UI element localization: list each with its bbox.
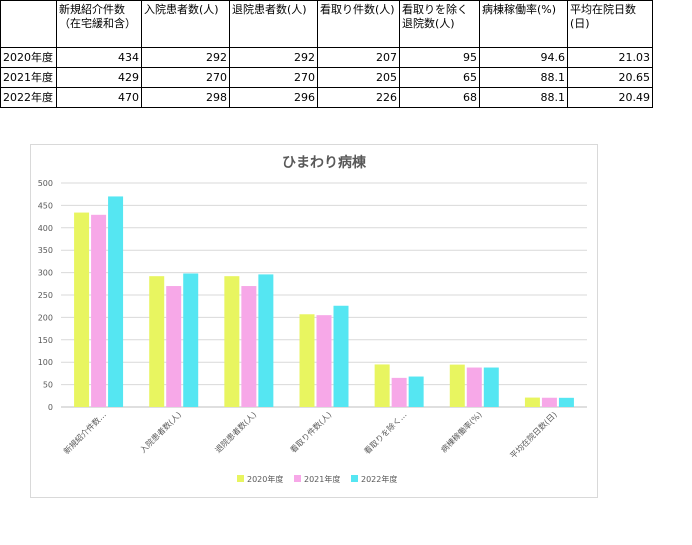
table-cell: 94.6 xyxy=(479,47,568,68)
table-header-row: 新規紹介件数（在宅緩和含） 入院患者数(人) 退院患者数(人) 看取り件数(人)… xyxy=(0,0,653,48)
x-tick-label: 病棟稼働率(%) xyxy=(439,409,484,454)
table-cell: 88.1 xyxy=(479,67,568,88)
table-cell: 20.65 xyxy=(567,67,653,88)
legend-swatch xyxy=(294,475,301,482)
bar xyxy=(374,364,390,407)
header-cell-discharges-excl: 看取りを除く退院数(人) xyxy=(399,0,480,48)
bar xyxy=(316,315,332,407)
y-tick-label: 100 xyxy=(38,358,53,367)
table-cell: 292 xyxy=(229,47,318,68)
bar xyxy=(258,274,274,407)
bar xyxy=(541,397,557,407)
y-tick-label: 300 xyxy=(38,269,53,278)
table-cell: 270 xyxy=(141,67,230,88)
bar xyxy=(224,276,240,407)
legend-swatch xyxy=(351,475,358,482)
row-label: 2021年度 xyxy=(0,67,57,88)
bar xyxy=(466,367,482,407)
table-cell: 95 xyxy=(399,47,480,68)
table-row: 2020年度 434 292 292 207 95 94.6 21.03 xyxy=(0,47,653,68)
table-cell: 20.49 xyxy=(567,87,653,108)
y-tick-label: 400 xyxy=(38,224,53,233)
bar xyxy=(524,397,540,407)
bar xyxy=(166,286,182,407)
header-cell-blank xyxy=(0,0,57,48)
bar xyxy=(391,377,407,407)
table-cell: 292 xyxy=(141,47,230,68)
row-label: 2020年度 xyxy=(0,47,57,68)
table-row: 2021年度 429 270 270 205 65 88.1 20.65 xyxy=(0,67,653,88)
legend-label: 2022年度 xyxy=(361,474,397,484)
y-tick-label: 250 xyxy=(38,291,53,300)
table-cell: 226 xyxy=(317,87,400,108)
table-row: 2022年度 470 298 296 226 68 88.1 20.49 xyxy=(0,87,653,108)
header-cell-end-of-life-care: 看取り件数(人) xyxy=(317,0,400,48)
bar xyxy=(299,314,315,407)
bar xyxy=(408,376,424,407)
x-tick-label: 新規紹介件数… xyxy=(61,409,108,456)
bar xyxy=(108,196,124,407)
header-cell-avg-stay: 平均在院日数(日) xyxy=(567,0,653,48)
table-cell: 68 xyxy=(399,87,480,108)
table-cell: 429 xyxy=(56,67,142,88)
y-tick-label: 0 xyxy=(48,403,53,412)
data-table: 新規紹介件数（在宅緩和含） 入院患者数(人) 退院患者数(人) 看取り件数(人)… xyxy=(0,0,653,108)
y-tick-label: 450 xyxy=(38,201,53,210)
bar xyxy=(91,214,107,407)
chart-title: ひまわり病棟 xyxy=(282,154,367,171)
x-tick-label: 入院患者数(人) xyxy=(138,409,183,454)
x-tick-label: 平均在院日数(日) xyxy=(508,409,559,460)
header-cell-discharges: 退院患者数(人) xyxy=(229,0,318,48)
x-tick-label: 看取り件数(人) xyxy=(288,409,333,454)
bar xyxy=(74,212,90,407)
legend-label: 2020年度 xyxy=(247,474,283,484)
header-cell-occupancy-rate: 病棟稼働率(%) xyxy=(479,0,568,48)
bar xyxy=(241,286,257,407)
legend-label: 2021年度 xyxy=(304,474,340,484)
table-cell: 434 xyxy=(56,47,142,68)
header-cell-admissions: 入院患者数(人) xyxy=(141,0,230,48)
y-tick-label: 350 xyxy=(38,246,53,255)
table-cell: 270 xyxy=(229,67,318,88)
y-tick-label: 150 xyxy=(38,336,53,345)
table-cell: 470 xyxy=(56,87,142,108)
table-cell: 298 xyxy=(141,87,230,108)
bar xyxy=(558,397,574,407)
bar xyxy=(183,273,199,407)
header-cell-new-referrals: 新規紹介件数（在宅緩和含） xyxy=(56,0,142,48)
x-tick-label: 退院患者数(人) xyxy=(213,409,258,454)
table-cell: 88.1 xyxy=(479,87,568,108)
y-tick-label: 50 xyxy=(43,381,53,390)
chart-area: ひまわり病棟 0 50 100 150 200 250 300 350 400 450 500 新規紹介… xyxy=(30,144,598,498)
row-label: 2022年度 xyxy=(0,87,57,108)
bar xyxy=(333,305,349,407)
bar xyxy=(449,364,465,407)
x-tick-label: 看取りを除く… xyxy=(362,409,409,456)
y-tick-label: 200 xyxy=(38,313,53,322)
table-cell: 296 xyxy=(229,87,318,108)
table-cell: 21.03 xyxy=(567,47,653,68)
bar xyxy=(149,276,165,407)
table-cell: 205 xyxy=(317,67,400,88)
bar xyxy=(483,367,499,407)
y-tick-label: 500 xyxy=(38,179,53,188)
table-cell: 65 xyxy=(399,67,480,88)
legend-swatch xyxy=(237,475,244,482)
bar-chart: ひまわり病棟 0 50 100 150 200 250 300 350 400 450 500 新規紹介… xyxy=(38,154,587,484)
table-cell: 207 xyxy=(317,47,400,68)
